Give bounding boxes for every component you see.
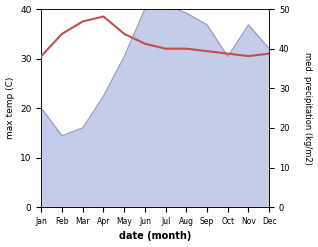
Y-axis label: med. precipitation (kg/m2): med. precipitation (kg/m2) — [303, 52, 313, 165]
X-axis label: date (month): date (month) — [119, 231, 191, 242]
Y-axis label: max temp (C): max temp (C) — [5, 77, 15, 139]
